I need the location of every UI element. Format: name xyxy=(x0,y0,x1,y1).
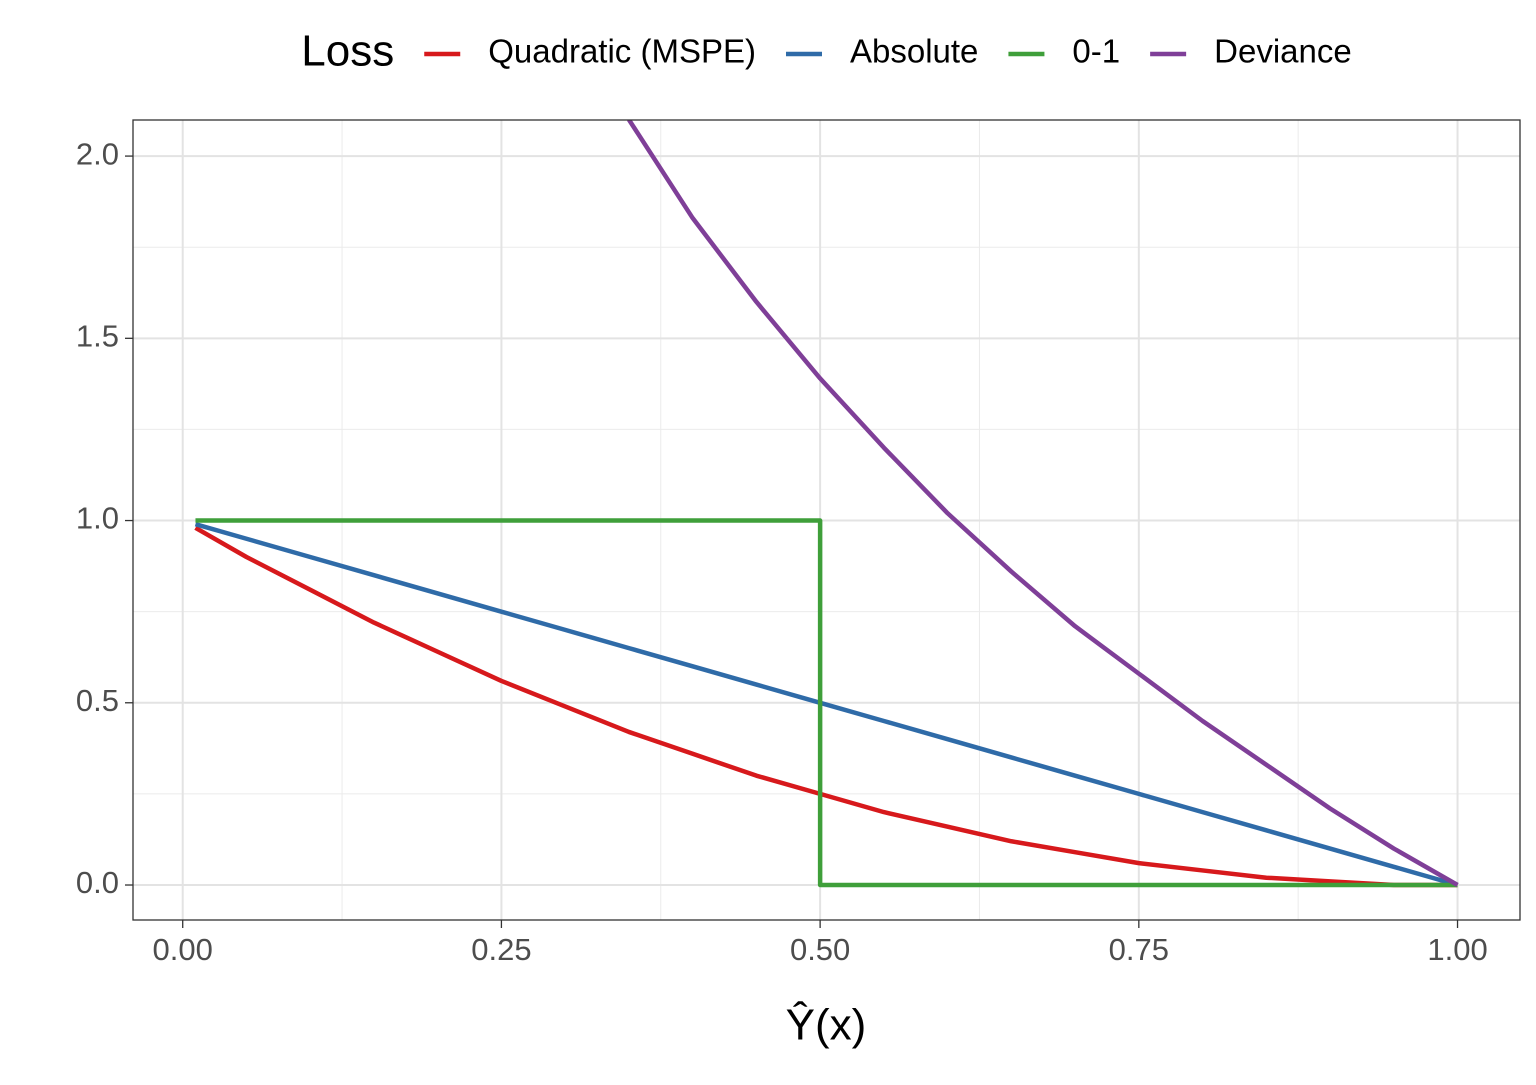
series-lines xyxy=(194,120,1459,888)
legend-label: Absolute xyxy=(850,33,978,70)
x-tick-label: 0.50 xyxy=(790,932,850,967)
y-tick-label: 1.5 xyxy=(76,319,119,354)
y-tick-label: 0.5 xyxy=(76,683,119,718)
axes: 0.00 0.25 0.50 0.75 1.00 0.0 0.5 1.0 1.5 2.0 xyxy=(76,136,1488,967)
legend-label: Quadratic (MSPE) xyxy=(488,33,756,70)
x-tick-label: 0.25 xyxy=(471,932,531,967)
series-line xyxy=(627,120,1459,887)
y-tick-label: 0.0 xyxy=(76,865,119,900)
legend-label: 0-1 xyxy=(1072,33,1120,70)
x-tick-label: 0.75 xyxy=(1109,932,1169,967)
legend: Loss Quadratic (MSPE) Absolute 0-1 Deviance xyxy=(301,27,1351,76)
y-tick-label: 2.0 xyxy=(76,136,119,171)
legend-label: Deviance xyxy=(1214,33,1352,70)
x-axis-title: Ŷ(x) xyxy=(786,1001,867,1050)
y-tick-label: 1.0 xyxy=(76,501,119,536)
legend-title: Loss xyxy=(301,27,394,76)
series-line xyxy=(195,518,1458,888)
x-tick-label: 1.00 xyxy=(1427,932,1487,967)
x-tick-label: 0.00 xyxy=(153,932,213,967)
